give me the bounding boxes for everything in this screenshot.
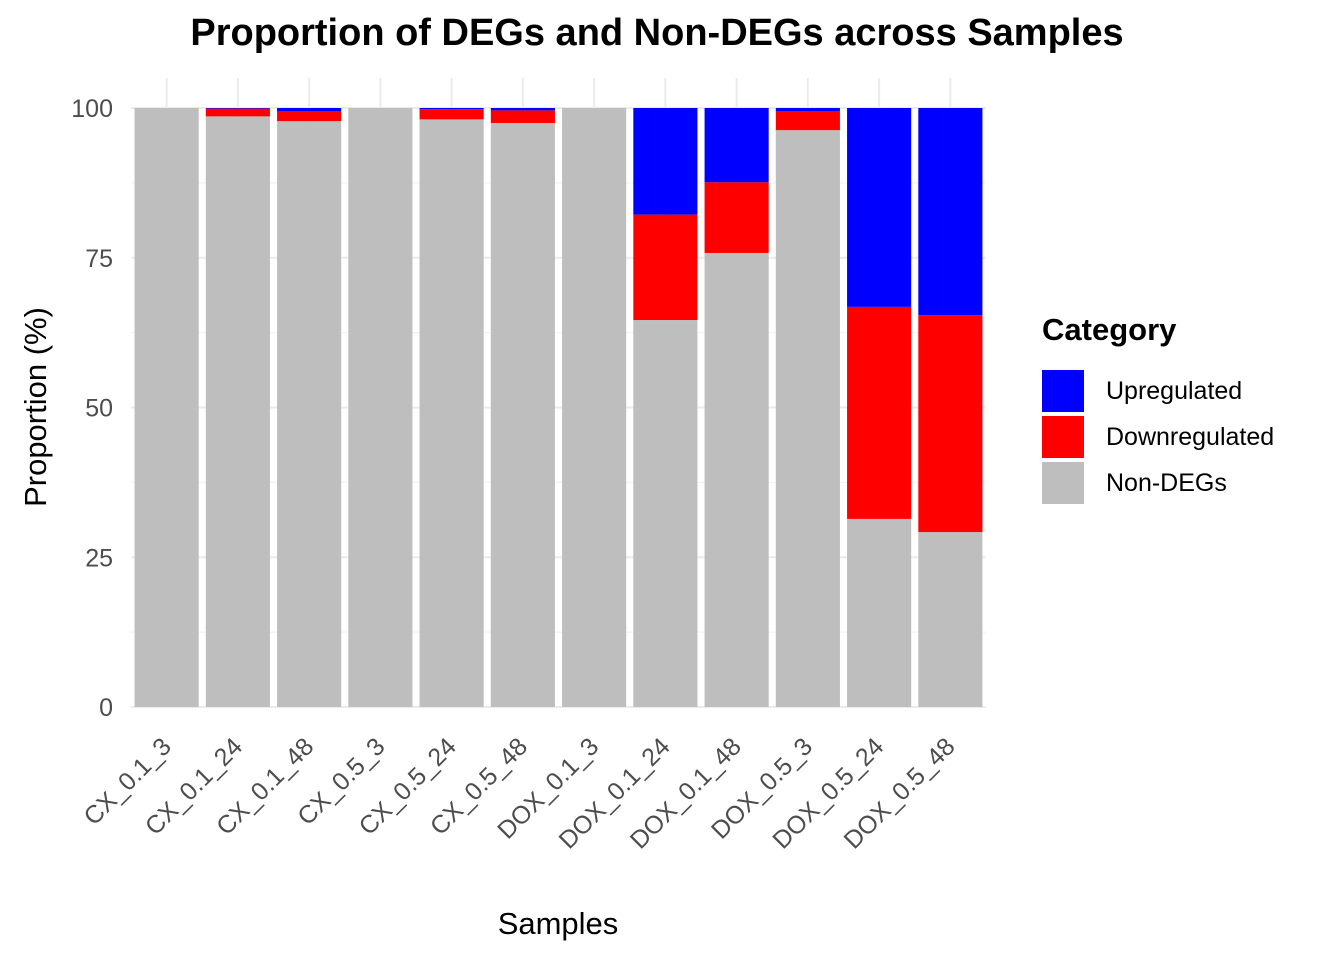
bar-upregulated-DOX_0.1_24 bbox=[633, 108, 698, 215]
bar-upregulated-CX_0.1_24 bbox=[205, 108, 270, 109]
bar-non-degs-DOX_0.5_48 bbox=[918, 532, 983, 707]
bar-upregulated-DOX_0.1_48 bbox=[704, 108, 769, 183]
y-tick-label: 25 bbox=[85, 544, 113, 572]
legend-item-upregulated: Upregulated bbox=[1042, 368, 1274, 414]
bar-downregulated-DOX_0.5_48 bbox=[918, 315, 983, 533]
y-tick-label: 100 bbox=[71, 95, 113, 123]
bar-upregulated-DOX_0.5_48 bbox=[918, 108, 983, 316]
legend-key-swatch bbox=[1042, 416, 1084, 458]
bar-downregulated-DOX_0.5_3 bbox=[775, 110, 840, 131]
legend: Category Upregulated Downregulated Non-DEG… bbox=[1042, 312, 1274, 506]
bar-downregulated-CX_0.5_24 bbox=[419, 109, 484, 120]
legend-label: Upregulated bbox=[1106, 376, 1243, 405]
bar-upregulated-CX_0.5_24 bbox=[419, 108, 484, 110]
bar-non-degs-CX_0.1_24 bbox=[205, 116, 270, 708]
legend-item-downregulated: Downregulated bbox=[1042, 414, 1274, 460]
y-tick-label: 0 bbox=[99, 694, 113, 722]
chart-title: Proportion of DEGs and Non-DEGs across S… bbox=[190, 12, 1124, 54]
x-axis-ticks: CX_0.1_3CX_0.1_24CX_0.1_48CX_0.5_3CX_0.5… bbox=[78, 732, 960, 854]
bar-upregulated-CX_0.1_48 bbox=[277, 108, 342, 111]
bar-downregulated-CX_0.1_48 bbox=[277, 110, 342, 122]
bar-non-degs-CX_0.1_3 bbox=[134, 108, 199, 707]
y-tick-label: 50 bbox=[85, 395, 113, 423]
bar-downregulated-DOX_0.1_48 bbox=[704, 182, 769, 253]
legend-item-non-degs: Non-DEGs bbox=[1042, 460, 1274, 506]
bar-non-degs-CX_0.5_48 bbox=[490, 122, 555, 708]
legend-key-swatch bbox=[1042, 370, 1084, 412]
legend-items: Upregulated Downregulated Non-DEGs bbox=[1042, 368, 1274, 506]
legend-label: Downregulated bbox=[1106, 422, 1275, 451]
bar-non-degs-DOX_0.5_24 bbox=[847, 518, 912, 707]
bar-non-degs-DOX_0.1_3 bbox=[562, 108, 627, 707]
bar-downregulated-DOX_0.1_24 bbox=[633, 214, 698, 321]
bar-downregulated-DOX_0.5_24 bbox=[847, 306, 912, 519]
y-axis-title: Proportion (%) bbox=[18, 307, 53, 507]
bar-non-degs-CX_0.5_24 bbox=[419, 119, 484, 708]
bar-downregulated-CX_0.5_48 bbox=[490, 110, 555, 123]
legend-title: Category bbox=[1042, 312, 1177, 347]
x-axis-title: Samples bbox=[498, 906, 619, 941]
bar-non-degs-DOX_0.1_48 bbox=[704, 252, 769, 707]
bar-non-degs-CX_0.1_48 bbox=[277, 121, 342, 708]
bar-non-degs-DOX_0.1_24 bbox=[633, 320, 698, 707]
legend-label: Non-DEGs bbox=[1106, 468, 1227, 497]
y-tick-label: 75 bbox=[85, 245, 113, 273]
bar-non-degs-DOX_0.5_3 bbox=[775, 130, 840, 708]
bar-upregulated-CX_0.5_48 bbox=[490, 108, 555, 111]
y-axis-ticks: 0 25 50 75 100 bbox=[71, 95, 113, 722]
legend-key-swatch bbox=[1042, 462, 1084, 504]
bar-downregulated-CX_0.1_24 bbox=[205, 108, 270, 117]
bars bbox=[134, 108, 983, 708]
bar-upregulated-DOX_0.5_24 bbox=[847, 108, 912, 307]
bar-upregulated-DOX_0.5_3 bbox=[775, 108, 840, 111]
bar-non-degs-CX_0.5_3 bbox=[348, 108, 413, 707]
